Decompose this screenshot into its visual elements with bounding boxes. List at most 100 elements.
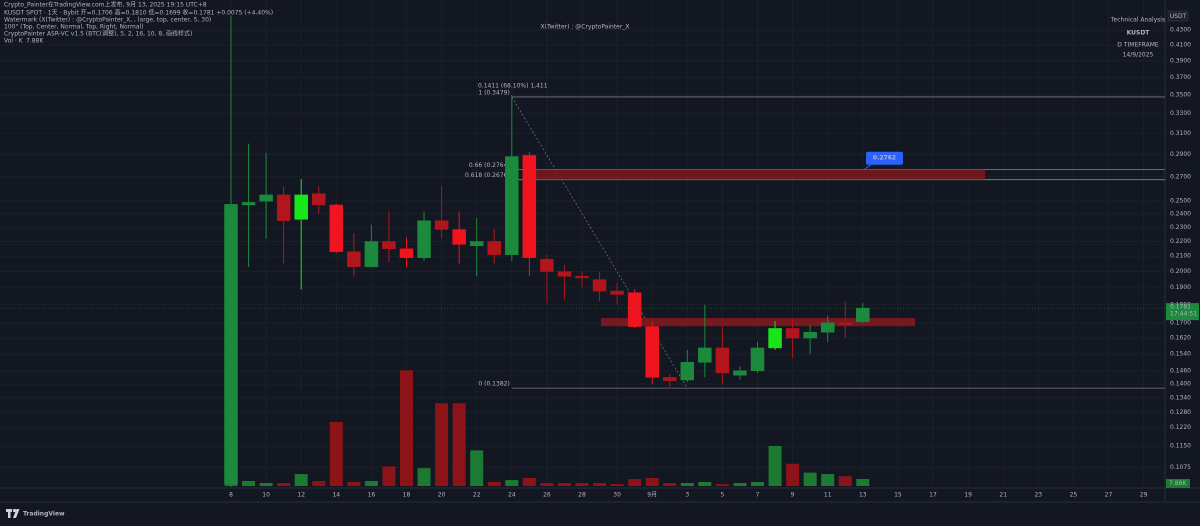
volume-bar xyxy=(417,468,431,486)
candle-body xyxy=(540,258,554,272)
volume-bar xyxy=(733,482,747,486)
candle xyxy=(241,143,256,267)
info-text: 14/9/2025 xyxy=(1123,52,1154,59)
volume-bar xyxy=(715,484,729,486)
currency-box xyxy=(1167,10,1189,22)
countdown-label: 17:44:51 xyxy=(1170,311,1197,318)
candle-body xyxy=(224,204,238,485)
x-tick-label: 27 xyxy=(1105,492,1113,499)
candle xyxy=(785,319,800,359)
volume-bar xyxy=(751,481,764,486)
fib-summary: 0.1411 (68.10%) 1,411 xyxy=(478,83,548,90)
y-tick-label: 0.3500 xyxy=(1170,92,1191,99)
currency-label: USDT xyxy=(1170,13,1187,20)
candle-body xyxy=(276,194,291,221)
x-tick-label: 9月 xyxy=(647,492,657,499)
x-tick-label: 24 xyxy=(508,492,516,499)
candle-body xyxy=(680,362,695,381)
volume-bar xyxy=(522,477,536,486)
candle-body xyxy=(399,248,414,258)
candle xyxy=(505,95,519,261)
x-tick-label: 21 xyxy=(999,492,1007,499)
volume-bar xyxy=(786,463,800,486)
volume-legend: Vol · K xyxy=(4,38,24,45)
volume-bar xyxy=(645,477,659,486)
volume-bar xyxy=(838,476,852,486)
watermark: X(Twitter) : @CryptoPainter_X xyxy=(541,24,630,31)
candle xyxy=(698,304,712,378)
candle xyxy=(382,211,396,263)
x-tick-label: 10 xyxy=(262,492,270,499)
volume-bar xyxy=(277,482,291,486)
y-tick-label: 0.3900 xyxy=(1170,57,1191,64)
y-tick-label: 0.1700 xyxy=(1170,319,1191,326)
y-tick-label: 0.2700 xyxy=(1170,173,1191,180)
x-tick-label: 22 xyxy=(473,492,481,499)
candle-body xyxy=(627,292,642,327)
last-volume-label: 7.88K xyxy=(1169,480,1187,487)
info-text: D TIMEFRAME xyxy=(1117,42,1159,49)
x-tick-label: 30 xyxy=(613,492,621,499)
volume-bar xyxy=(856,478,870,486)
x-tick-label: 8 xyxy=(229,492,233,499)
brand-name: TradingView xyxy=(23,511,65,518)
candle-body xyxy=(557,271,572,277)
fib-level-label: 0.618 (0.2676) xyxy=(465,172,510,179)
y-tick-label: 0.1340 xyxy=(1170,394,1191,401)
y-tick-label: 0.1150 xyxy=(1170,443,1191,450)
candle xyxy=(768,320,782,350)
candle-body xyxy=(750,347,765,372)
candle xyxy=(224,15,238,488)
y-tick-label: 0.1075 xyxy=(1170,464,1191,471)
volume-bar xyxy=(364,481,378,486)
volume-bar xyxy=(312,481,326,486)
candle-body xyxy=(715,347,730,374)
fib-trend-line xyxy=(511,96,688,389)
candle-body xyxy=(610,290,624,295)
x-tick-label: 7 xyxy=(756,492,760,499)
candle xyxy=(592,271,607,302)
y-tick-label: 0.2000 xyxy=(1170,268,1191,275)
volume-bar xyxy=(294,474,308,486)
y-tick-label: 0.2200 xyxy=(1170,238,1191,245)
candle xyxy=(434,186,449,239)
volume-bar xyxy=(628,479,642,486)
candle xyxy=(663,374,677,389)
y-tick-label: 0.1900 xyxy=(1170,284,1191,291)
volume-bar xyxy=(347,481,361,486)
info-text: KUSDT xyxy=(1127,30,1151,37)
candle-body xyxy=(645,326,659,378)
fib-level-label: 0.66 (0.2764) xyxy=(469,162,510,169)
x-tick-label: 29 xyxy=(1140,492,1148,499)
legend-text: Watermark (X(Twitter) : @CryptoPainter_X… xyxy=(4,17,211,24)
y-tick-label: 0.4300 xyxy=(1170,27,1191,34)
y-tick-label: 0.2100 xyxy=(1170,253,1191,260)
x-tick-label: 17 xyxy=(929,492,937,499)
y-tick-label: 0.1280 xyxy=(1170,409,1191,416)
volume-bar xyxy=(487,481,501,486)
volume-bar xyxy=(540,482,554,486)
candle xyxy=(610,282,624,305)
volume-bar xyxy=(821,474,835,486)
candle-body xyxy=(575,276,589,279)
candle-body xyxy=(364,241,379,268)
candle xyxy=(838,301,852,339)
candle xyxy=(715,326,730,385)
candle-body xyxy=(452,229,466,245)
x-tick-label: 3 xyxy=(685,492,689,499)
candle-body xyxy=(803,331,817,339)
x-tick-label: 13 xyxy=(859,492,867,499)
x-tick-label: 9 xyxy=(791,492,795,499)
candle xyxy=(820,315,835,342)
x-tick-label: 12 xyxy=(297,492,305,499)
y-tick-label: 0.1460 xyxy=(1170,367,1191,374)
y-tick-label: 0.1620 xyxy=(1170,335,1191,342)
candle-body xyxy=(312,193,326,206)
candle-body xyxy=(487,241,501,255)
last-price-box xyxy=(1166,303,1199,321)
brand-logo xyxy=(6,508,20,518)
candle xyxy=(856,303,870,324)
legend-text: KUSDT SPOT · 1天 · Bybit 开=0.1706 高=0.181… xyxy=(4,9,273,17)
candle xyxy=(452,211,466,264)
